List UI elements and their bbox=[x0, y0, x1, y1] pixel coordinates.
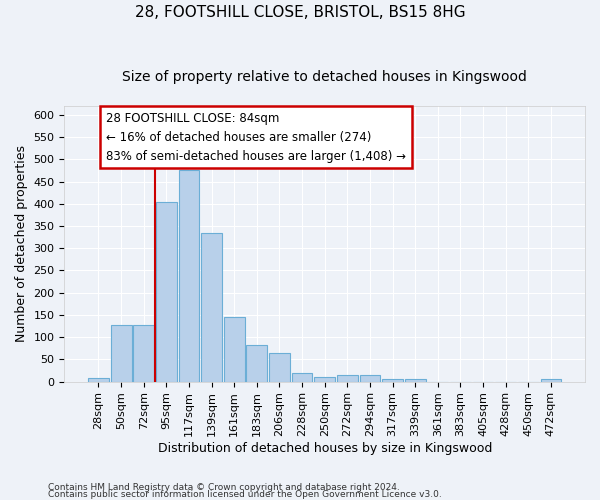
Bar bbox=[88, 378, 109, 382]
Bar bbox=[179, 170, 199, 382]
Bar bbox=[359, 375, 380, 382]
Bar bbox=[269, 352, 290, 382]
Bar bbox=[405, 379, 425, 382]
Bar bbox=[337, 375, 358, 382]
Bar bbox=[156, 202, 177, 382]
Bar bbox=[292, 372, 313, 382]
Bar bbox=[247, 344, 267, 382]
Bar bbox=[133, 325, 154, 382]
Bar bbox=[201, 232, 222, 382]
X-axis label: Distribution of detached houses by size in Kingswood: Distribution of detached houses by size … bbox=[158, 442, 492, 455]
Y-axis label: Number of detached properties: Number of detached properties bbox=[15, 146, 28, 342]
Bar bbox=[314, 376, 335, 382]
Text: 28, FOOTSHILL CLOSE, BRISTOL, BS15 8HG: 28, FOOTSHILL CLOSE, BRISTOL, BS15 8HG bbox=[134, 5, 466, 20]
Text: 28 FOOTSHILL CLOSE: 84sqm
← 16% of detached houses are smaller (274)
83% of semi: 28 FOOTSHILL CLOSE: 84sqm ← 16% of detac… bbox=[106, 112, 406, 162]
Text: Contains public sector information licensed under the Open Government Licence v3: Contains public sector information licen… bbox=[48, 490, 442, 499]
Title: Size of property relative to detached houses in Kingswood: Size of property relative to detached ho… bbox=[122, 70, 527, 84]
Bar bbox=[110, 325, 131, 382]
Text: Contains HM Land Registry data © Crown copyright and database right 2024.: Contains HM Land Registry data © Crown c… bbox=[48, 484, 400, 492]
Bar bbox=[541, 380, 562, 382]
Bar bbox=[224, 317, 245, 382]
Bar bbox=[382, 379, 403, 382]
